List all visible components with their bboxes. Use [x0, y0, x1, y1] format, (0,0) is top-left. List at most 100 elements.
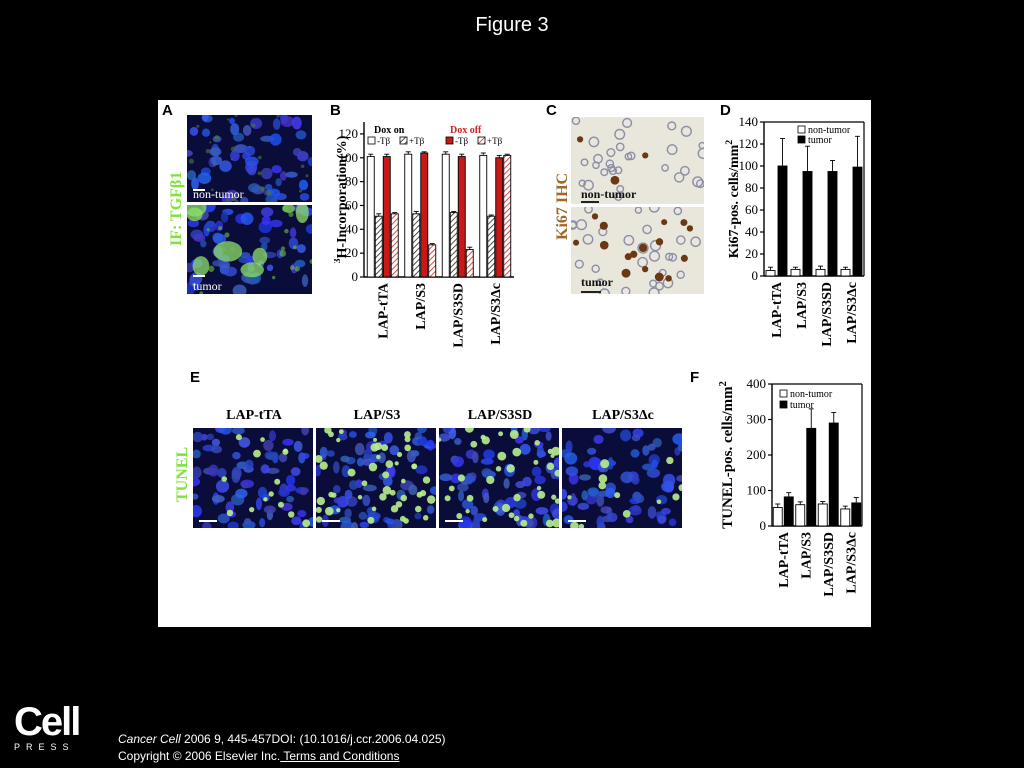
- terms-and-conditions-link[interactable]: Terms and Conditions: [280, 749, 400, 763]
- nucleus: [295, 130, 307, 140]
- bar: [802, 171, 813, 277]
- nucleus: [193, 493, 199, 500]
- hepatocyte-nucleus: [695, 179, 704, 189]
- nucleus: [200, 240, 207, 248]
- nucleus: [596, 515, 605, 528]
- tgfb1-signal: [295, 205, 309, 223]
- x-tick-label: LAP/S3: [799, 532, 814, 579]
- x-tick-label: LAP/S3SD: [820, 282, 835, 347]
- nucleus: [210, 155, 223, 166]
- panel-b-letter: B: [330, 102, 341, 119]
- y-tick-label: 60: [745, 202, 758, 217]
- tunel-positive-cell: [381, 444, 389, 452]
- tgfb1-signal: [252, 247, 268, 265]
- bar: [827, 171, 838, 277]
- hepatocyte-nucleus: [668, 252, 678, 262]
- x-tick-label: LAP-tTA: [376, 282, 391, 339]
- stain-speck: [226, 118, 230, 121]
- tunel-positive-cell: [512, 447, 522, 457]
- ki67-positive-nucleus: [630, 250, 638, 258]
- y-tick-label: 0: [760, 518, 767, 533]
- tgfb1-signal: [240, 262, 264, 278]
- nucleus: [534, 475, 546, 485]
- hepatocyte-nucleus: [606, 148, 616, 158]
- nucleus: [356, 457, 365, 467]
- tunel-positive-cell: [520, 519, 528, 527]
- nucleus: [301, 274, 309, 287]
- y-tick-label: 40: [345, 221, 358, 236]
- nucleus: [646, 468, 661, 478]
- stain-speck: [224, 232, 230, 238]
- nucleus: [359, 521, 370, 528]
- nucleus: [642, 445, 650, 456]
- stain-speck: [214, 135, 220, 140]
- x-tick-label: LAP/S3Δc: [844, 532, 859, 594]
- nucleus: [281, 502, 293, 511]
- nucleus: [239, 252, 251, 259]
- nucleus: [206, 433, 215, 441]
- legend-group-title: Dox on: [374, 125, 405, 136]
- nucleus: [211, 495, 225, 503]
- tunel-positive-cell: [678, 484, 682, 492]
- x-tick-label: LAP/S3SD: [451, 283, 466, 348]
- nucleus: [282, 438, 294, 446]
- tunel-positive-cell: [379, 493, 387, 501]
- hepatocyte-nucleus: [649, 239, 662, 252]
- hepatocyte-nucleus: [637, 242, 649, 254]
- hepatocyte-nucleus: [599, 288, 610, 294]
- stain-speck: [280, 246, 286, 251]
- nucleus: [579, 474, 591, 481]
- tunel-positive-cell: [221, 476, 228, 482]
- hepatocyte-nucleus: [623, 234, 635, 246]
- stain-speck: [230, 158, 233, 161]
- legend-label: +Tβ: [409, 136, 425, 146]
- tunel-positive-cell: [400, 494, 408, 502]
- panel-e-image-laps3sd: [439, 428, 559, 528]
- nucleus: [264, 450, 276, 460]
- x-tick-label: LAP/S3: [414, 283, 429, 330]
- hepatocyte-nucleus: [665, 252, 674, 261]
- nucleus: [385, 518, 395, 525]
- y-tick-label: 120: [739, 136, 759, 151]
- y-tick-label: 120: [339, 126, 359, 141]
- nucleus: [229, 117, 236, 125]
- ki67-positive-nucleus: [686, 225, 694, 232]
- hepatocyte-nucleus: [575, 219, 588, 231]
- nucleus: [364, 431, 376, 439]
- tunel-positive-cell: [316, 506, 322, 514]
- nucleus: [483, 449, 495, 460]
- nucleus: [286, 495, 295, 503]
- nucleus: [426, 505, 435, 514]
- nucleus: [531, 466, 542, 477]
- nucleus: [217, 467, 227, 478]
- tunel-positive-cell: [622, 509, 631, 518]
- bar: [777, 165, 788, 277]
- stain-speck: [279, 250, 287, 257]
- panel-e-column-header: LAP/S3Δc: [592, 408, 654, 423]
- tunel-positive-cell: [399, 515, 406, 522]
- y-tick-label: 400: [747, 376, 767, 391]
- nucleus: [201, 128, 211, 137]
- nucleus: [292, 148, 302, 157]
- nucleus: [417, 428, 427, 434]
- stain-speck: [251, 123, 256, 128]
- tunel-positive-cell: [482, 517, 488, 523]
- nucleus: [292, 116, 302, 130]
- legend-label: +Tβ: [487, 136, 503, 146]
- tunel-positive-cell: [376, 454, 381, 460]
- stain-speck: [196, 124, 200, 128]
- nucleus: [439, 433, 451, 442]
- nucleus: [208, 464, 219, 477]
- tunel-positive-cell: [536, 485, 542, 491]
- nucleus: [583, 461, 591, 468]
- y-tick-label: 60: [345, 197, 358, 212]
- ki67-positive-nucleus: [621, 268, 631, 278]
- nucleus: [275, 178, 282, 187]
- stain-speck: [284, 228, 289, 234]
- tunel-positive-cell: [439, 437, 442, 442]
- hepatocyte-nucleus: [614, 166, 623, 175]
- nucleus: [676, 475, 682, 482]
- panel-c-image-label: non-tumor: [581, 187, 637, 201]
- nucleus: [289, 227, 297, 238]
- hepatocyte-nucleus: [621, 286, 631, 294]
